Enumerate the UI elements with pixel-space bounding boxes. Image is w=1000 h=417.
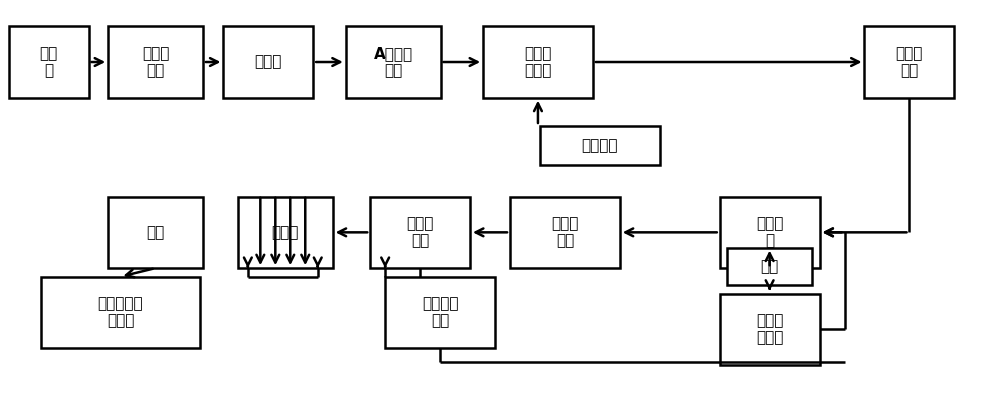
Bar bbox=[727, 248, 812, 285]
Bar bbox=[223, 26, 313, 98]
Text: 读数标志
电路: 读数标志 电路 bbox=[422, 296, 458, 329]
Bar bbox=[385, 276, 495, 348]
Text: 输出电
路: 输出电 路 bbox=[756, 216, 783, 249]
Text: 电源: 电源 bbox=[146, 225, 165, 240]
Bar bbox=[510, 196, 620, 268]
Bar bbox=[346, 26, 441, 98]
Bar bbox=[540, 126, 660, 165]
Text: 量程加
法器: 量程加 法器 bbox=[551, 216, 579, 249]
Text: 模数转
换器: 模数转 换器 bbox=[406, 216, 434, 249]
Text: 前置放
大器: 前置放 大器 bbox=[142, 46, 169, 78]
Bar bbox=[41, 276, 200, 348]
Bar bbox=[864, 26, 954, 98]
Bar bbox=[108, 26, 203, 98]
Text: 时间计权: 时间计权 bbox=[582, 138, 618, 153]
Bar bbox=[720, 196, 820, 268]
Bar bbox=[9, 26, 89, 98]
Bar bbox=[238, 196, 333, 268]
Bar bbox=[720, 294, 820, 365]
Text: 衰减器: 衰减器 bbox=[255, 55, 282, 70]
Text: 传声
器: 传声 器 bbox=[40, 46, 58, 78]
Bar bbox=[483, 26, 593, 98]
Text: A计权放
大器: A计权放 大器 bbox=[374, 46, 413, 78]
Bar bbox=[108, 196, 203, 268]
Text: 保持: 保持 bbox=[761, 259, 779, 274]
Text: 电池状态检
测电路: 电池状态检 测电路 bbox=[98, 296, 143, 329]
Text: 量程检
测电路: 量程检 测电路 bbox=[756, 313, 783, 346]
Bar bbox=[370, 196, 470, 268]
Text: 显示器: 显示器 bbox=[272, 225, 299, 240]
Text: 对数放
大器: 对数放 大器 bbox=[896, 46, 923, 78]
Text: 有效值
滤波器: 有效值 滤波器 bbox=[524, 46, 552, 78]
